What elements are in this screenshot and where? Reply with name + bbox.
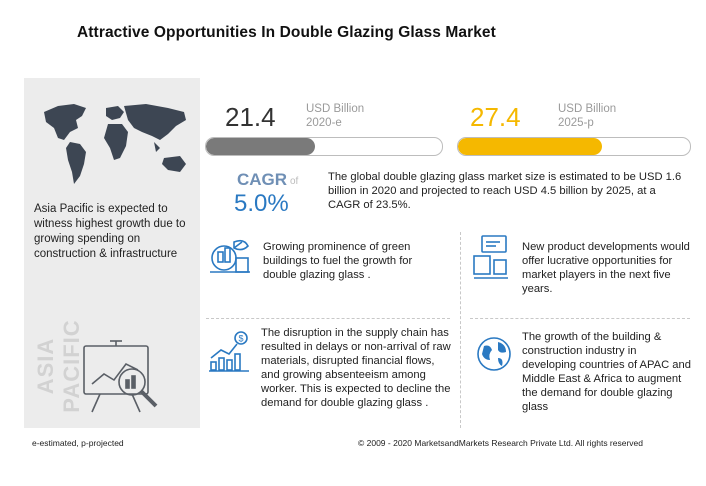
end-bar	[457, 137, 691, 156]
globe-growth-icon	[477, 337, 511, 371]
footer-copyright: © 2009 - 2020 MarketsandMarkets Research…	[358, 438, 644, 448]
item-product-developments: New product developments would offer luc…	[522, 241, 690, 295]
chart-analysis-icon	[83, 340, 158, 413]
item-green-buildings: Growing prominence of green buildings to…	[263, 241, 413, 281]
start-bar	[205, 137, 443, 156]
region-vertical-label: ASIA PACIFIC	[33, 319, 84, 413]
start-year-label: 2020-e	[306, 117, 342, 129]
cagr-value: 5.0%	[234, 190, 289, 217]
item-construction-growth: The growth of the building & constructio…	[522, 331, 691, 413]
region-panel: Asia Pacific is expected to witness high…	[24, 78, 200, 428]
page-title: Attractive Opportunities In Double Glazi…	[77, 24, 496, 41]
end-unit: USD Billion 2025-p	[558, 102, 616, 130]
end-year-label: 2025-p	[558, 117, 594, 129]
start-bar-fill	[206, 138, 315, 155]
start-unit-label: USD Billion	[306, 103, 365, 115]
horizontal-divider-right	[470, 318, 690, 319]
product-development-icon	[473, 235, 508, 279]
start-unit: USD Billion 2020-e	[306, 102, 364, 130]
end-unit-label: USD Billion	[558, 103, 617, 115]
green-building-icon	[210, 239, 250, 273]
world-map-icon	[44, 104, 186, 184]
cagr-label: CAGR	[237, 170, 288, 189]
item-supply-chain: The disruption in the supply chain has r…	[261, 327, 451, 409]
start-value: 21.4	[225, 102, 276, 132]
region-description: Asia Pacific is expected to witness high…	[34, 203, 186, 260]
cagr-description: The global double glazing glass market s…	[328, 171, 682, 211]
cagr-of-label: of	[290, 176, 299, 187]
horizontal-divider-left	[206, 318, 450, 319]
end-bar-fill	[458, 138, 602, 155]
svg-text:$: $	[239, 334, 244, 344]
end-value: 27.4	[470, 102, 521, 132]
vertical-divider	[460, 232, 461, 428]
footer-legend: e-estimated, p-projected	[32, 438, 124, 448]
supply-chain-icon: $	[209, 331, 249, 372]
